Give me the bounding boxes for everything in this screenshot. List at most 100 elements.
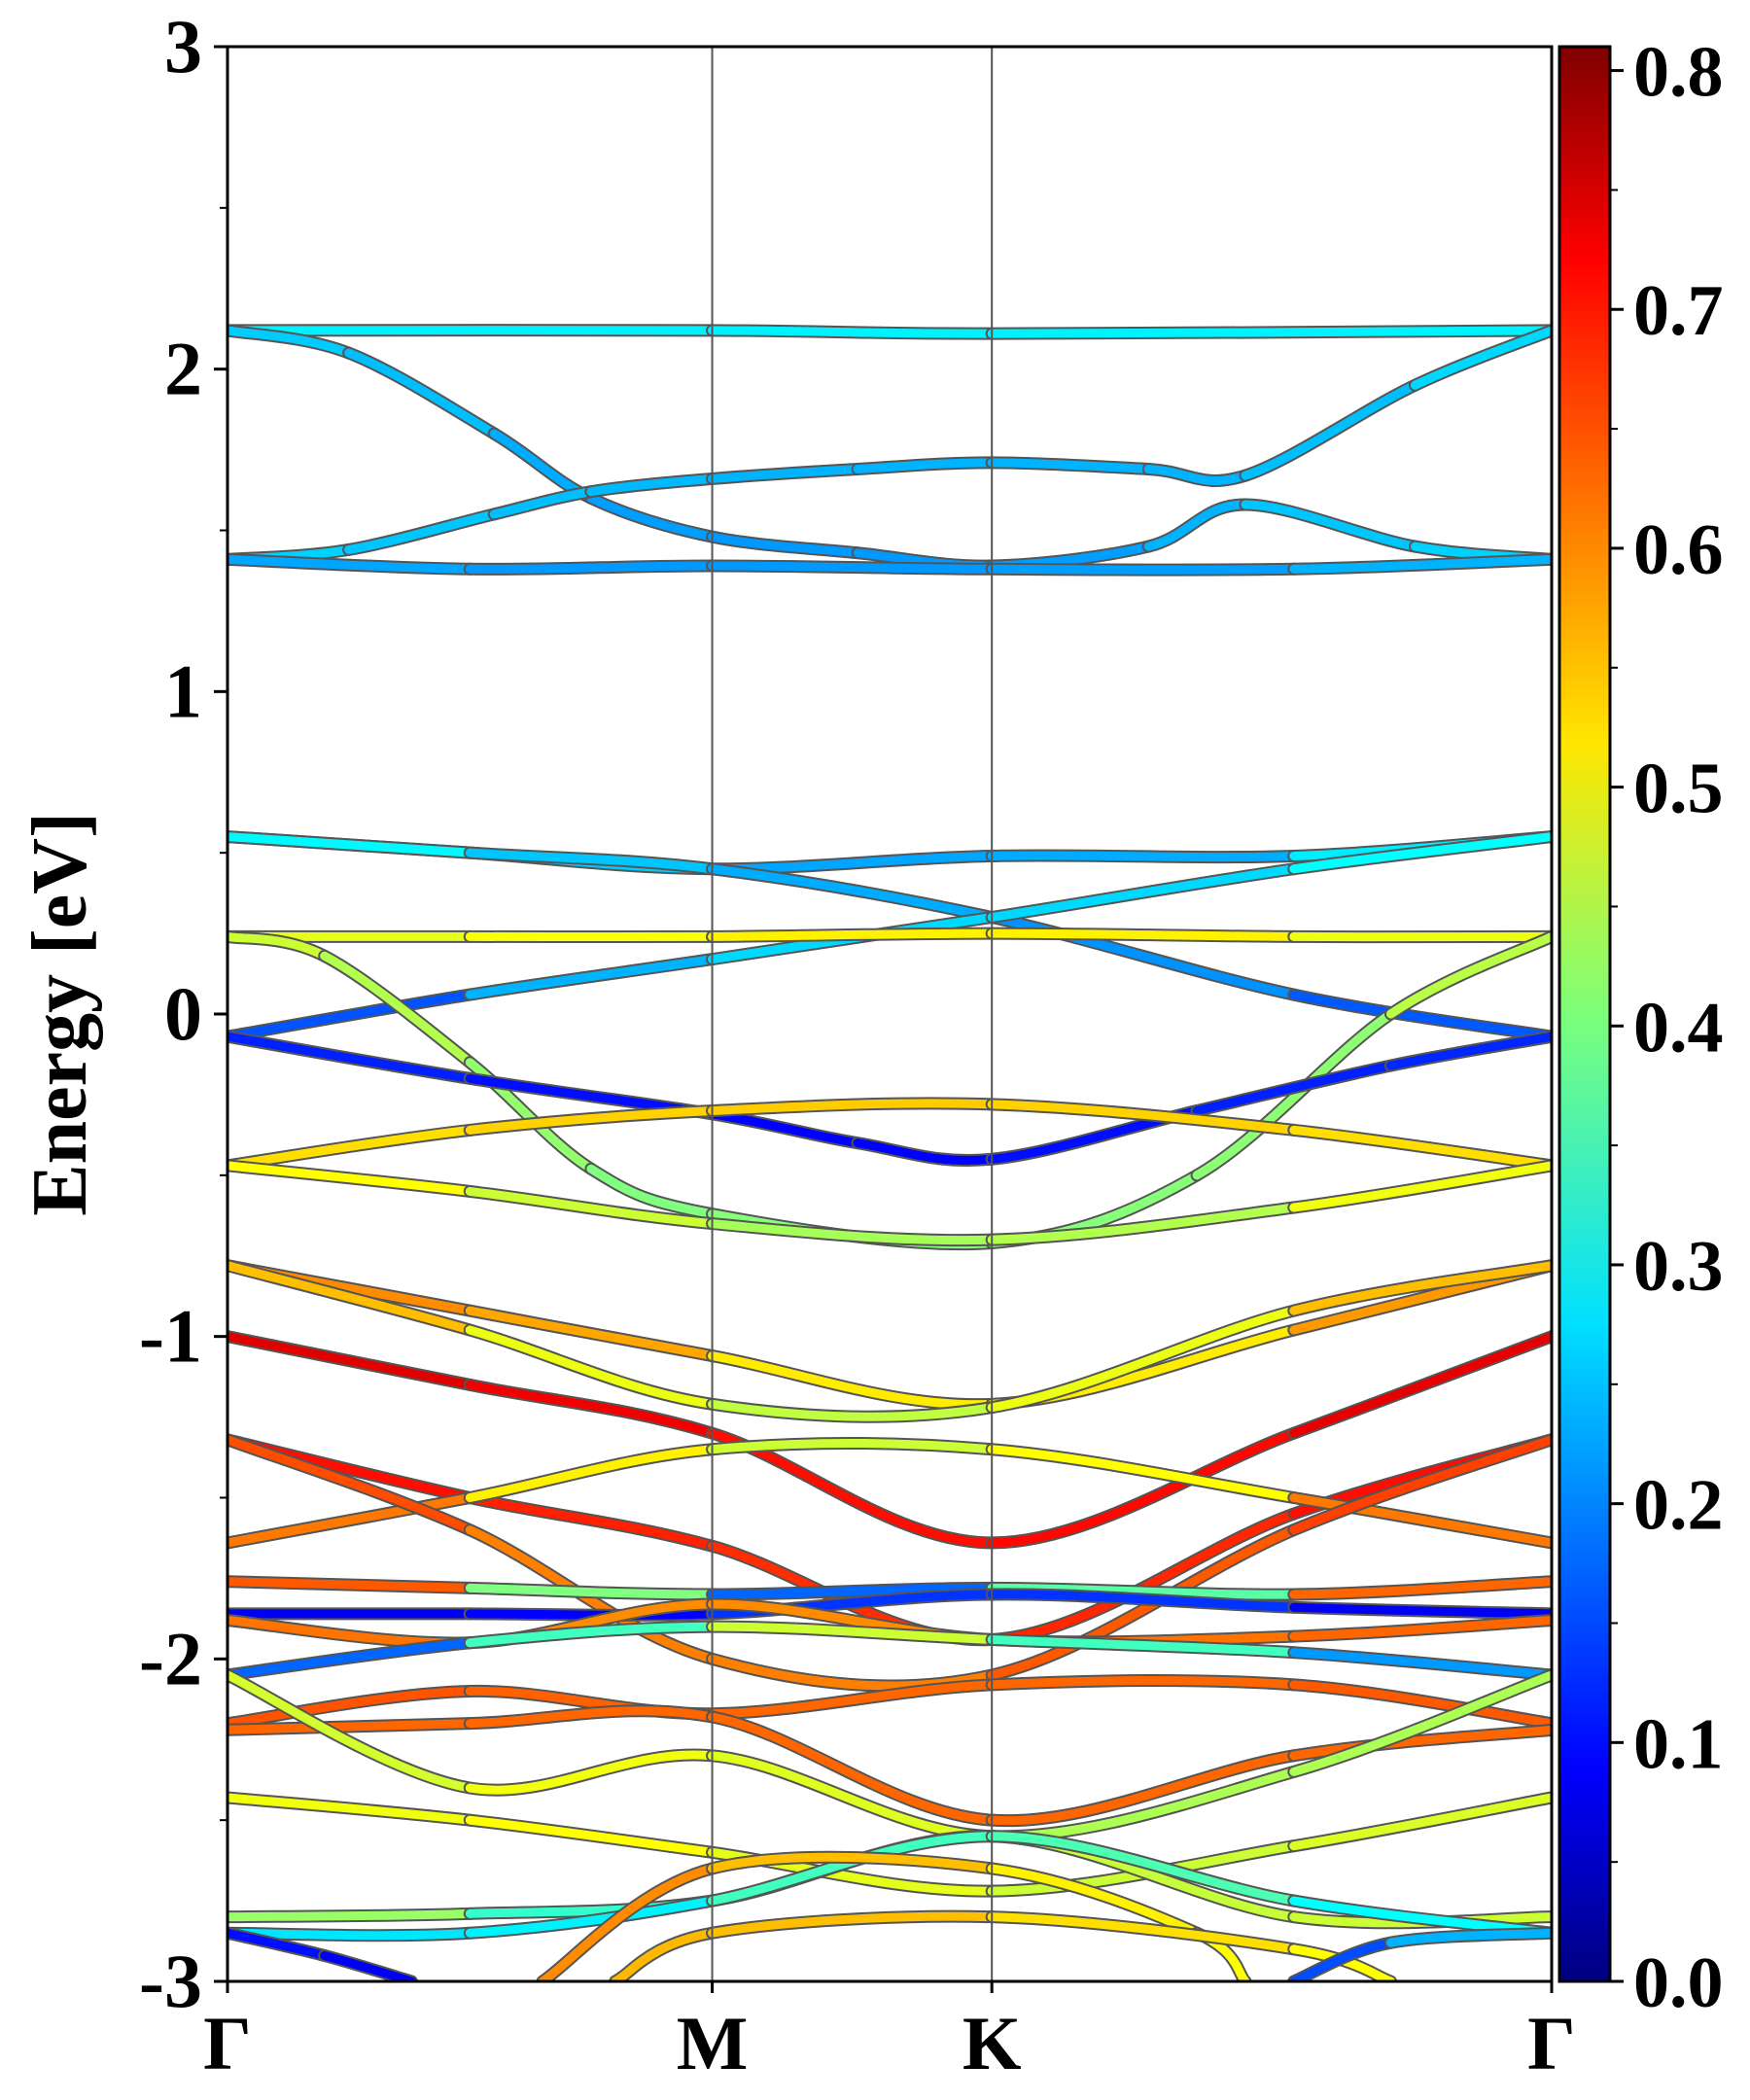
band-segment xyxy=(1241,500,1419,551)
band-segment xyxy=(1289,1938,1395,1981)
band-segment xyxy=(987,851,1299,862)
band-segment xyxy=(1289,1793,1552,1851)
band-segment xyxy=(1289,1680,1552,1729)
band-segment xyxy=(1385,931,1552,1019)
band-19 xyxy=(228,1575,1552,1601)
band-segment xyxy=(708,1712,997,1825)
band-segment xyxy=(465,1583,718,1599)
band-segment xyxy=(465,1493,718,1551)
band-segment xyxy=(1289,1670,1552,1776)
band-1 xyxy=(228,324,1552,340)
band-segment xyxy=(987,1912,1299,1954)
band-segment xyxy=(987,1525,1299,1680)
x-tick-label: M xyxy=(677,2001,749,2085)
band-segment xyxy=(1289,1602,1552,1619)
band-segment xyxy=(465,1750,718,1795)
colorbar-tick-label: 0.0 xyxy=(1633,1943,1724,2023)
colorbar-tick-label: 0.6 xyxy=(1633,510,1724,590)
band-15 xyxy=(228,1330,1552,1550)
band-segment xyxy=(987,1428,1299,1548)
colorbar-tick-label: 0.5 xyxy=(1633,750,1724,829)
band-segment xyxy=(228,1332,474,1389)
band-segment xyxy=(465,1525,718,1663)
band-segment xyxy=(1192,1009,1395,1180)
colorbar-ticks: 0.8 0.7 0.6 0.5 0.4 0.3 0.2 0.1 0.0 xyxy=(1610,33,1724,2023)
band-segment xyxy=(1289,832,1552,874)
band-segment xyxy=(465,561,718,574)
band-segment xyxy=(1241,380,1419,480)
x-tick-label: Γ xyxy=(203,2001,252,2085)
band-segment xyxy=(987,1203,1299,1244)
band-17 xyxy=(228,1437,1552,1550)
band-segment xyxy=(708,1219,997,1245)
band-segment xyxy=(611,1928,718,1981)
band-segment xyxy=(708,1109,862,1148)
band-segment xyxy=(708,1351,997,1410)
band-segment xyxy=(228,1261,474,1335)
band-segment xyxy=(465,1306,718,1361)
band-segment xyxy=(465,1380,718,1438)
band-11 xyxy=(228,1097,1552,1172)
band-segment xyxy=(1289,990,1552,1041)
band-segment xyxy=(987,864,1299,922)
band-segment xyxy=(228,832,474,858)
colorbar-tick-label: 0.2 xyxy=(1633,1466,1724,1546)
high-symmetry-lines xyxy=(711,47,994,1981)
band-segment xyxy=(228,1670,474,1793)
band-segment xyxy=(708,1439,997,1454)
band-segment xyxy=(708,532,862,558)
band-segment xyxy=(1289,554,1552,574)
band-segment xyxy=(987,1832,1299,1906)
band-segment xyxy=(987,458,1153,473)
x-tick-label: Γ xyxy=(1527,2001,1576,2085)
band-segment xyxy=(465,1896,718,1938)
y-axis: 3 2 1 0 -1 -2 -3 xyxy=(139,4,228,2023)
band-segment xyxy=(708,326,997,338)
band-segment xyxy=(987,326,1552,338)
band-segment xyxy=(228,1493,474,1548)
y-tick-label: 0 xyxy=(164,971,202,1056)
band-segment xyxy=(465,848,718,874)
band-segment xyxy=(465,955,718,999)
band-segment xyxy=(1385,1032,1552,1070)
band-segment xyxy=(1289,1125,1552,1171)
band-segment xyxy=(538,1864,718,1981)
band-segment xyxy=(708,1099,997,1115)
band-31 xyxy=(228,1926,418,1981)
band-segment xyxy=(489,487,596,519)
colorbar-tick-label: 0.1 xyxy=(1633,1704,1724,1784)
y-tick-label: -1 xyxy=(139,1294,202,1379)
band-segment xyxy=(708,1680,997,1719)
band-13 xyxy=(228,1259,1552,1412)
band-segment xyxy=(987,1445,1299,1502)
band-segment xyxy=(1143,500,1250,551)
band-segment xyxy=(708,1852,997,1873)
band-segment xyxy=(344,348,499,438)
band-segment xyxy=(987,1864,1202,1938)
band-7 xyxy=(228,830,1552,1043)
band-segment xyxy=(1143,464,1250,485)
band-segment xyxy=(465,1325,718,1409)
band-segment xyxy=(228,554,474,574)
x-tick-label: K xyxy=(962,2001,1022,2085)
band-segment xyxy=(987,1751,1299,1826)
colorbar-tick-label: 0.7 xyxy=(1633,271,1724,351)
band-14 xyxy=(228,1259,1552,1423)
band-segment xyxy=(708,1399,997,1421)
band-20 xyxy=(228,1588,1552,1622)
band-segment xyxy=(228,1577,474,1592)
band-segment xyxy=(228,1435,474,1535)
band-segment xyxy=(586,473,718,497)
band-segment xyxy=(465,1106,718,1135)
band-8 xyxy=(228,927,1552,944)
band-segment xyxy=(1289,1435,1552,1535)
band-segment xyxy=(228,1638,474,1680)
band-segment xyxy=(987,1675,1299,1690)
y-tick-label: -3 xyxy=(139,1939,202,2023)
band-segment xyxy=(465,1815,718,1857)
band-24 xyxy=(228,1704,1552,1828)
band-segment xyxy=(708,1590,997,1619)
band-segment xyxy=(228,1616,474,1648)
band-segment xyxy=(708,864,997,922)
